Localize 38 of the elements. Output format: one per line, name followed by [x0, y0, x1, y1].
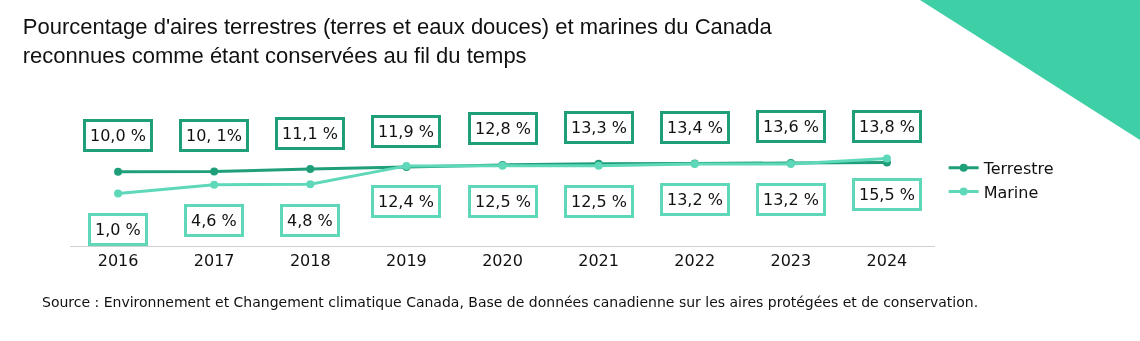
point	[210, 167, 219, 176]
x-tick-label: 2019	[386, 251, 427, 271]
data-label: 12,8 %	[475, 119, 531, 138]
point	[114, 167, 123, 176]
data-label: 13,8 %	[859, 117, 915, 136]
data-label: 1,0 %	[95, 220, 141, 239]
chart-title: Pourcentage d'aires terrestres (terres et eaux douces) et marines du Canada reconnues comme étant conservées au fil du temps	[22, 14, 773, 68]
data-label: 13,6 %	[763, 117, 819, 136]
x-tick-label: 2023	[770, 251, 812, 271]
point	[114, 189, 123, 198]
legend-label: Marine	[983, 182, 1039, 202]
x-tick-label: 2016	[97, 251, 139, 271]
x-tick-label: 2022	[674, 251, 716, 271]
x-tick-label: 2024	[866, 251, 908, 271]
legend-label: Terrestre	[982, 158, 1054, 178]
data-label: 4,8 %	[287, 211, 333, 230]
source-note: Source : Environnement et Changement climatique Canada, Base de données canadienne sur les aires protégées et de conservation.	[42, 294, 979, 310]
point	[882, 154, 891, 163]
data-label: 12,5 %	[571, 192, 627, 211]
data-label: 13,4 %	[667, 118, 723, 137]
point	[210, 180, 219, 189]
data-label: 12,4 %	[378, 192, 434, 211]
data-label: 4,6 %	[191, 211, 237, 230]
data-label: 13,2 %	[667, 190, 723, 209]
point	[306, 165, 315, 174]
data-label: 10,0 %	[90, 126, 146, 145]
x-tick-label: 2020	[482, 251, 523, 271]
x-tick-label: 2017	[193, 251, 235, 271]
data-label: 13,2 %	[763, 190, 819, 209]
data-label: 13,3 %	[571, 118, 627, 137]
x-tick-label: 2018	[289, 251, 331, 271]
point	[306, 180, 315, 189]
data-label: 15,5 %	[859, 185, 915, 204]
data-label: 11,1 %	[282, 124, 338, 143]
data-label: 12,5 %	[475, 192, 531, 211]
x-tick-label: 2021	[578, 251, 619, 271]
data-label: 10, 1%	[186, 126, 242, 145]
data-label: 11,9 %	[378, 122, 434, 141]
